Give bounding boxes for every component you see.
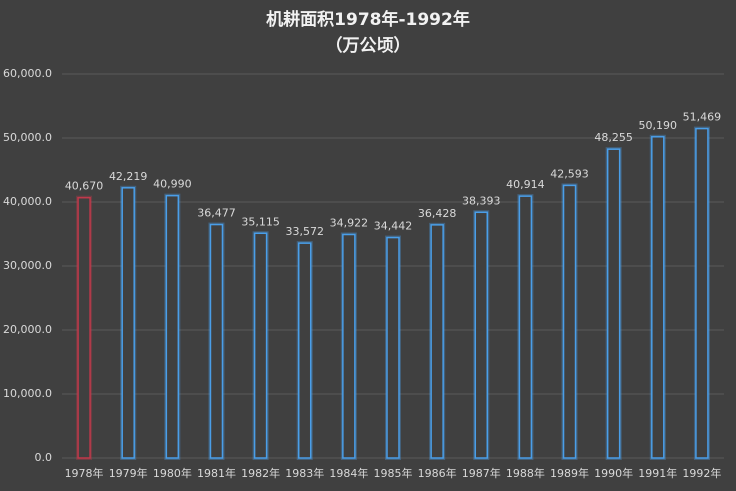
bar <box>518 195 533 459</box>
x-tick-label: 1987年 <box>462 466 501 480</box>
bar <box>430 224 444 459</box>
bar <box>209 223 224 459</box>
x-tick-label: 1981年 <box>197 466 236 480</box>
bar <box>342 233 356 459</box>
x-tick-label: 1991年 <box>638 466 677 480</box>
x-tick-label: 1984年 <box>329 466 368 480</box>
value-label: 42,593 <box>550 167 589 180</box>
y-tick-label: 10,000.0 <box>3 387 52 400</box>
value-label: 34,442 <box>374 220 413 233</box>
bar <box>695 127 709 459</box>
x-tick-label: 1982年 <box>241 466 280 480</box>
value-label: 35,115 <box>241 215 280 228</box>
bar <box>77 196 91 459</box>
value-label: 34,922 <box>330 216 369 229</box>
bar <box>165 194 180 459</box>
x-tick-label: 1978年 <box>65 466 104 480</box>
x-tick-label: 1983年 <box>285 466 324 480</box>
value-label: 36,477 <box>197 207 236 220</box>
value-label: 40,914 <box>506 178 545 191</box>
bar <box>297 242 312 459</box>
bar <box>562 184 577 459</box>
bar <box>121 187 135 459</box>
y-tick-label: 20,000.0 <box>3 323 52 336</box>
x-tick-label: 1990年 <box>594 466 633 480</box>
bar <box>606 148 621 459</box>
value-label: 40,670 <box>65 180 104 193</box>
x-tick-label: 1979年 <box>109 466 148 480</box>
x-tick-label: 1989年 <box>550 466 589 480</box>
value-label: 40,990 <box>153 178 192 191</box>
chart-subtitle: （万公顷） <box>326 35 411 56</box>
value-label: 33,572 <box>285 225 324 238</box>
x-tick-label: 1992年 <box>682 466 721 480</box>
bar <box>474 211 489 459</box>
y-tick-label: 40,000.0 <box>3 195 52 208</box>
y-tick-label: 60,000.0 <box>3 67 52 80</box>
bar <box>386 236 400 459</box>
value-label: 50,190 <box>639 119 678 132</box>
x-tick-label: 1986年 <box>418 466 457 480</box>
value-label: 51,469 <box>683 111 722 124</box>
chart-title: 机耕面积1978年-1992年 <box>266 9 470 30</box>
bar <box>253 232 268 459</box>
value-label: 38,393 <box>462 194 501 207</box>
value-label: 48,255 <box>594 131 633 144</box>
x-tick-label: 1980年 <box>153 466 192 480</box>
value-label: 42,219 <box>109 170 148 183</box>
x-tick-label: 1988年 <box>506 466 545 480</box>
bar <box>651 136 665 459</box>
y-tick-label: 0.0 <box>35 451 53 464</box>
y-tick-label: 50,000.0 <box>3 131 52 144</box>
y-tick-label: 30,000.0 <box>3 259 52 272</box>
x-tick-label: 1985年 <box>374 466 413 480</box>
value-label: 36,428 <box>418 207 457 220</box>
